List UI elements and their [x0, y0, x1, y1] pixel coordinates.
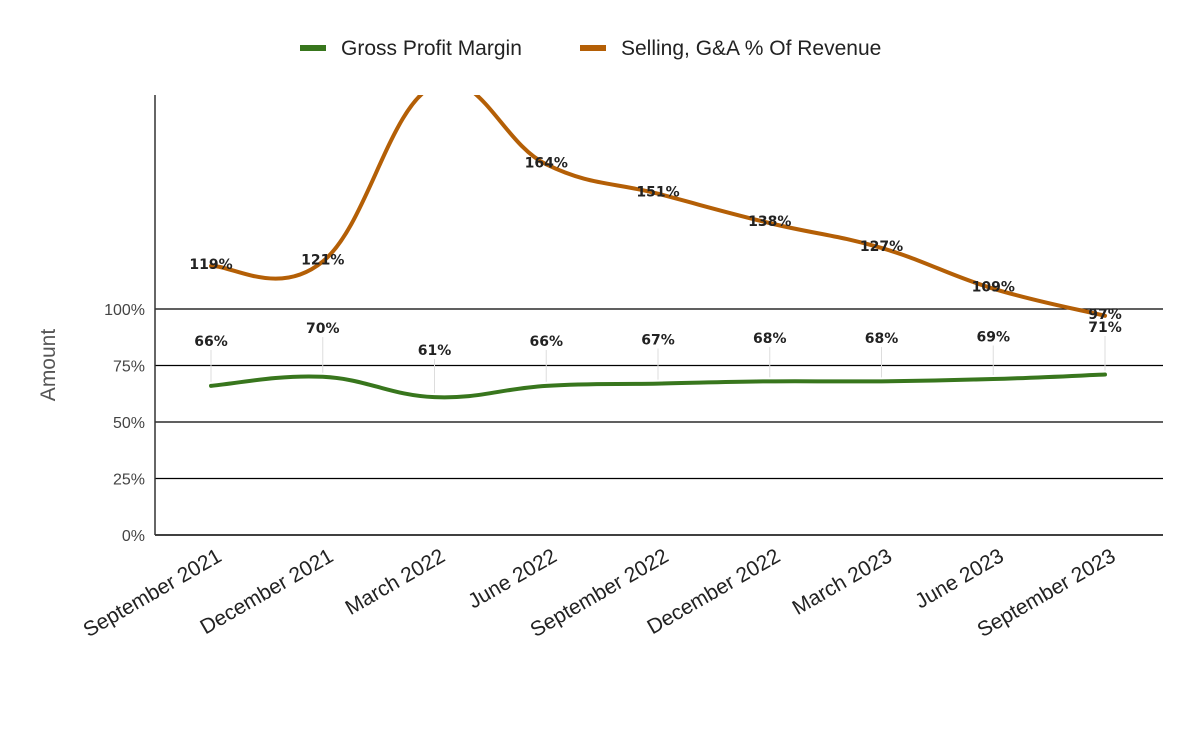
legend-swatch [300, 45, 326, 51]
data-label: 151% [636, 185, 679, 201]
series-line-gross-profit-margin [209, 372, 1107, 400]
data-label: 67% [641, 333, 675, 349]
y-tick-label: 0% [122, 528, 145, 545]
data-label: 71% [1088, 320, 1122, 336]
data-label: 68% [753, 331, 787, 347]
y-tick-label: 50% [113, 415, 145, 432]
data-label: 68% [865, 331, 899, 347]
series-line-sga-percent [209, 95, 1107, 318]
legend: Gross Profit Margin Selling, G&A % Of Rev… [300, 37, 881, 60]
data-label: 66% [529, 334, 563, 350]
y-axis: 0% 25% 50% 75% 100% [104, 302, 1163, 545]
data-label: 109% [972, 280, 1015, 296]
legend-swatch [580, 45, 606, 51]
data-label: 127% [860, 239, 903, 255]
y-tick-label: 75% [113, 359, 145, 376]
x-tick-label: March 2022 [341, 544, 449, 619]
data-label: 61% [418, 343, 452, 359]
data-label: 121% [301, 253, 344, 269]
x-tick-label: June 2023 [911, 544, 1007, 613]
data-labels: 66% 70% 61% 66% 67% 68% 68% 69% 71% 119% 121% 164% 1… [189, 155, 1122, 394]
y-tick-label: 100% [104, 302, 145, 319]
series-lines [209, 95, 1107, 400]
legend-label: Selling, G&A % Of Revenue [621, 37, 881, 60]
data-label: 97% [1088, 307, 1122, 323]
x-tick-label: June 2022 [464, 544, 560, 613]
data-label: 164% [525, 155, 568, 171]
data-label: 66% [194, 334, 228, 350]
y-axis-title: Amount [37, 329, 60, 402]
data-label: 138% [748, 214, 791, 230]
data-label: 70% [306, 321, 340, 337]
x-tick-label: March 2023 [788, 544, 896, 619]
legend-label: Gross Profit Margin [341, 37, 522, 60]
data-label: 69% [976, 330, 1010, 346]
data-label: 119% [189, 257, 232, 273]
y-tick-label: 25% [113, 472, 145, 489]
